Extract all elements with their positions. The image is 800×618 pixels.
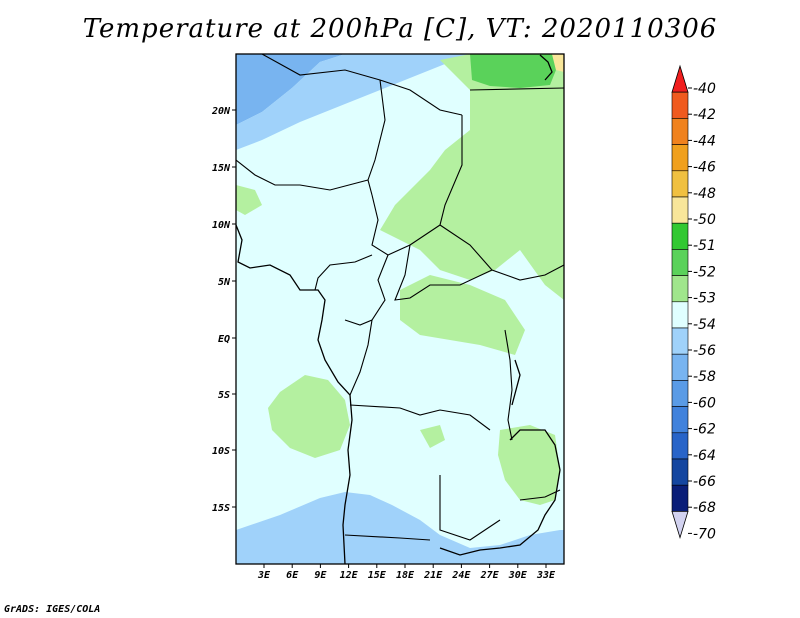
coastline-west-africa (236, 224, 353, 564)
lon-tick-label: 12E (340, 570, 359, 581)
colorbar-label: -56 (693, 343, 716, 359)
colorbar-label: -53 (693, 291, 716, 307)
colorbar-label: -52 (693, 264, 716, 280)
colorbar-label: -60 (693, 395, 716, 411)
colorbar-swatch (671, 249, 689, 276)
colorbar-label: -70 (693, 526, 716, 542)
colorbar-labels: -40 -42 -44 -46 -48 -50 -51 -52 -53 -54 -56 -58 -60 -… (688, 81, 716, 542)
colorbar-label: -62 (693, 422, 716, 438)
lon-tick-label: 6E (286, 570, 299, 581)
border-angola-zambia (439, 475, 501, 541)
field-lightgreen-patch-west (236, 185, 262, 215)
border-congo-drc (349, 319, 373, 396)
lat-tick-label: 5S (218, 390, 230, 401)
border-chad-car (371, 194, 441, 256)
border-egypt-sudan (469, 87, 564, 91)
field-lightgreen-atlantic (268, 375, 350, 458)
lon-tick-label: 18E (396, 570, 415, 581)
chart-title: Temperature at 200hPa [C], VT: 202011030… (82, 14, 718, 44)
lat-tick-label: 15N (212, 163, 231, 174)
lon-tick-label: 9E (314, 570, 327, 581)
colorbar-label: -40 (693, 81, 716, 97)
colorbar-label: -51 (693, 238, 716, 254)
field-lightgreen-ne (380, 54, 564, 300)
border-chad-sudan (439, 115, 463, 226)
coastline-lake-malawi-region (439, 429, 561, 556)
colorbar-label: -44 (693, 133, 716, 149)
colorbar-label: -66 (693, 474, 716, 490)
field-lightgreen-east (498, 425, 560, 505)
colorbar-swatch (671, 353, 689, 381)
lat-tick-label: 5N (218, 277, 231, 288)
colorbar-swatch (671, 301, 689, 329)
colorbar-swatch (671, 144, 689, 172)
colorbar-label: -42 (693, 107, 716, 123)
map-frame (235, 53, 565, 565)
coastlines (236, 54, 561, 564)
border-cameroon-congo (344, 254, 389, 326)
colorbar-swatch-bottom (671, 510, 689, 539)
colorbar-swatch (671, 380, 689, 407)
field-lightblue-nw (236, 54, 470, 150)
lon-tick-label: 21E (423, 570, 443, 581)
colorbar-swatch (671, 327, 689, 355)
coastline-red-sea (539, 54, 553, 81)
latitude-axis: 20N 15N 10N 5N EQ 5S 10S 15S (211, 106, 236, 514)
lon-tick-label: 33E (536, 570, 556, 581)
border-mozambique (519, 489, 561, 501)
field-lightgreen-patch (420, 425, 445, 448)
lat-tick-label: 15S (212, 503, 230, 514)
temperature-field (236, 54, 564, 564)
lat-tick-label: 20N (211, 106, 231, 117)
colorbar-label: -48 (693, 186, 716, 202)
colorbar-swatch (671, 91, 689, 119)
colorbar-swatch (671, 432, 689, 460)
field-paleyellow-corner (552, 54, 564, 72)
longitude-axis: 3E 6E 9E 12E 15E 18E 21E 24E 27E 30E 33E (257, 564, 556, 581)
colorbar-label: -58 (693, 369, 716, 385)
colorbar-swatch-top (671, 64, 689, 93)
colorbar-swatch (671, 275, 689, 303)
lon-tick-label: 3E (257, 570, 271, 581)
colorbar-swatch (671, 406, 689, 434)
colorbar-label: -64 (693, 448, 716, 464)
colorbar (671, 64, 689, 539)
colorbar-swatch (671, 222, 689, 250)
colorbar-label: -68 (693, 500, 716, 516)
border-mali-niger (236, 159, 369, 191)
coastline-lake-tanganyika (511, 359, 521, 406)
lon-tick-label: 24E (451, 570, 471, 581)
border-sudan-south (439, 224, 564, 281)
colorbar-swatch (671, 458, 689, 486)
lon-tick-label: 30E (508, 570, 528, 581)
colorbar-label: -54 (693, 317, 716, 333)
lon-tick-label: 27E (480, 570, 500, 581)
country-borders (236, 54, 564, 541)
colorbar-label: -50 (693, 212, 716, 228)
colorbar-swatch (671, 170, 689, 198)
border-car-drc (394, 244, 493, 301)
field-lightgreen-central (400, 275, 525, 355)
colorbar-label: -46 (693, 160, 716, 176)
colorbar-swatch (671, 118, 689, 145)
field-lightblue-south (236, 492, 564, 564)
field-blue-nw (236, 54, 345, 125)
colorbar-swatch (671, 484, 689, 512)
colorbar-swatch (671, 196, 689, 224)
lat-tick-label: 10N (212, 220, 231, 231)
border-niger-chad (367, 79, 386, 196)
border-drc-angola (349, 404, 491, 431)
border-namibia (344, 534, 431, 541)
lat-tick-label: 10S (212, 446, 230, 457)
lon-tick-label: 15E (368, 570, 387, 581)
lat-tick-label: EQ (218, 334, 230, 345)
border-nigeria-cameroon (314, 254, 373, 291)
credit-text: GrADS: IGES/COLA (4, 604, 101, 615)
border-drc-east (504, 329, 513, 441)
field-green-ne (470, 54, 556, 88)
